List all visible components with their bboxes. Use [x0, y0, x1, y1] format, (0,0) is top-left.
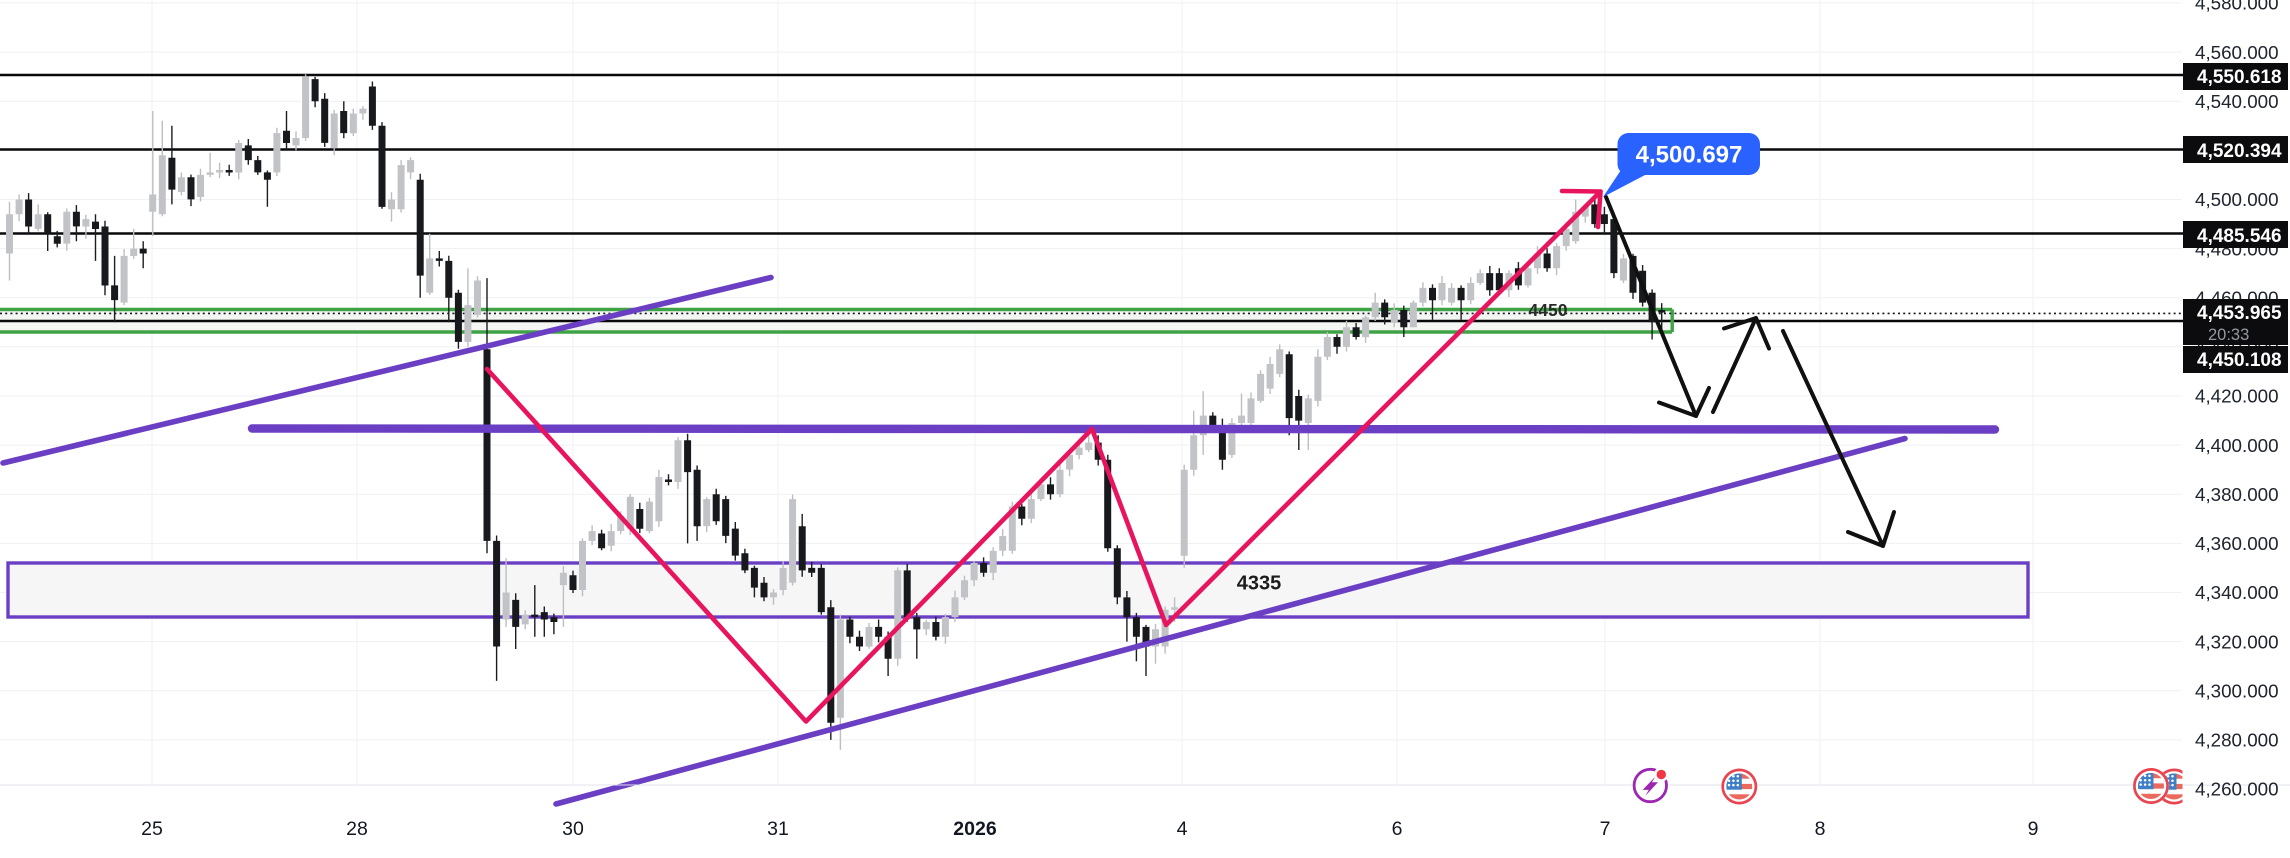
- svg-text:28: 28: [346, 818, 368, 840]
- svg-text:4335: 4335: [1237, 573, 1282, 595]
- svg-text:20:33: 20:33: [2208, 326, 2249, 344]
- svg-text:4,260.000: 4,260.000: [2195, 779, 2279, 800]
- svg-text:4,485.546: 4,485.546: [2197, 226, 2282, 247]
- svg-text:4,450.108: 4,450.108: [2197, 350, 2282, 371]
- svg-text:6: 6: [1392, 818, 1403, 840]
- svg-text:4: 4: [1177, 818, 1188, 840]
- svg-text:7: 7: [1600, 818, 1611, 840]
- svg-text:8: 8: [1815, 818, 1826, 840]
- svg-text:4,580.000: 4,580.000: [2195, 0, 2279, 14]
- svg-text:2026: 2026: [953, 818, 997, 840]
- svg-text:4,320.000: 4,320.000: [2195, 631, 2279, 652]
- svg-text:4,453.965: 4,453.965: [2197, 303, 2282, 324]
- svg-text:4,560.000: 4,560.000: [2195, 42, 2279, 63]
- svg-text:4,280.000: 4,280.000: [2195, 730, 2279, 751]
- svg-text:4,500.000: 4,500.000: [2195, 189, 2279, 210]
- svg-text:4,550.618: 4,550.618: [2197, 67, 2282, 88]
- svg-text:30: 30: [562, 818, 584, 840]
- svg-text:4,540.000: 4,540.000: [2195, 91, 2279, 112]
- svg-text:31: 31: [767, 818, 789, 840]
- svg-text:4450: 4450: [1529, 300, 1568, 320]
- svg-text:4,420.000: 4,420.000: [2195, 386, 2279, 407]
- svg-text:4,400.000: 4,400.000: [2195, 435, 2279, 456]
- svg-text:4,500.697: 4,500.697: [1636, 142, 1743, 169]
- svg-text:4,340.000: 4,340.000: [2195, 582, 2279, 603]
- svg-text:4,360.000: 4,360.000: [2195, 533, 2279, 554]
- svg-text:9: 9: [2028, 818, 2039, 840]
- svg-text:25: 25: [141, 818, 163, 840]
- svg-text:4,380.000: 4,380.000: [2195, 484, 2279, 505]
- svg-text:4,300.000: 4,300.000: [2195, 681, 2279, 702]
- svg-text:4,520.394: 4,520.394: [2197, 141, 2282, 162]
